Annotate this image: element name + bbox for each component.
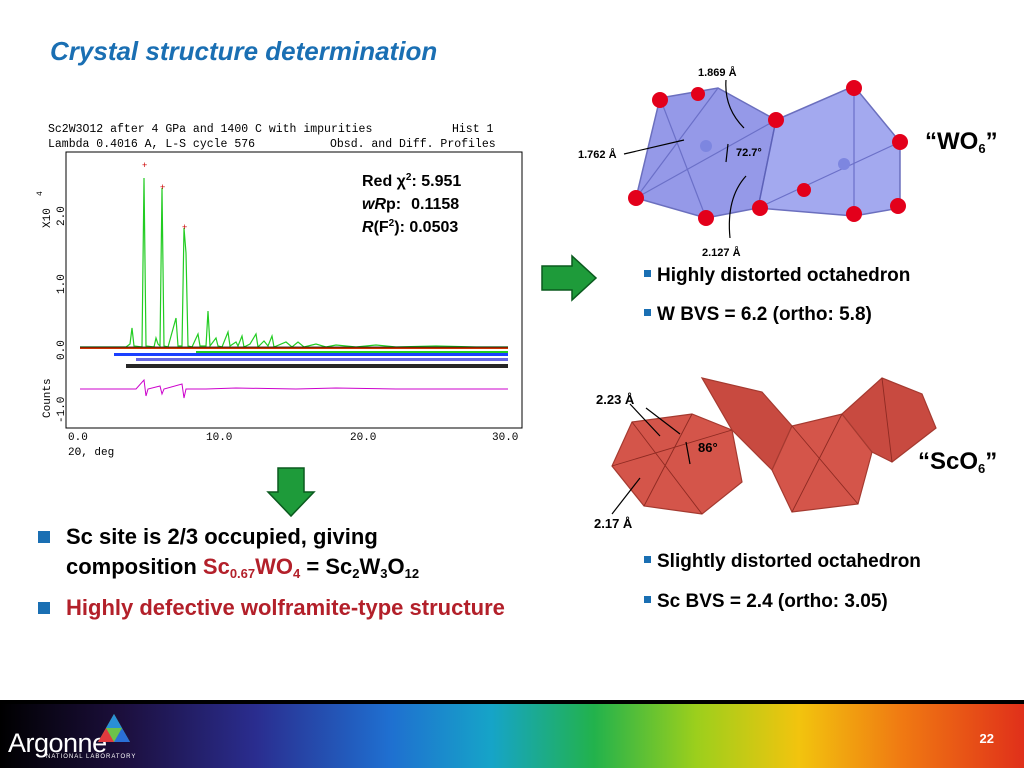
wo6-bond-2127: 2.127 Å bbox=[702, 246, 741, 258]
page-number: 22 bbox=[979, 731, 994, 746]
plot-ylabel-counts: Counts bbox=[42, 378, 54, 418]
bullet-square-icon bbox=[644, 309, 651, 316]
plot-header-profiles: Obsd. and Diff. Profiles bbox=[330, 138, 496, 151]
sco6-bond-217: 2.17 Å bbox=[594, 516, 633, 531]
footer-gradient-bar bbox=[0, 700, 1024, 768]
y-tick-label: 0.0 bbox=[56, 340, 68, 360]
x-tick-label: 30.0 bbox=[492, 432, 518, 444]
plot-xlabel: 2Θ, deg bbox=[68, 447, 114, 459]
wo6-octahedra-illustration: 1.869 Å 1.762 Å 72.7° 2.127 Å bbox=[578, 66, 908, 258]
sco6-angle: 86° bbox=[698, 440, 718, 455]
sco6-label: “ScO6” bbox=[918, 448, 998, 476]
argonne-logo-text: Argonne bbox=[8, 728, 107, 758]
plot-frame bbox=[65, 151, 523, 429]
wrp-stat: wRp: 0.1158 bbox=[362, 196, 459, 213]
red-chi2-stat: Red χ2: 5.951 bbox=[362, 172, 461, 190]
bullet-square-icon bbox=[644, 556, 651, 563]
bullet-defective-structure: Highly defective wolframite-type structu… bbox=[38, 593, 598, 623]
slide-title: Crystal structure determination bbox=[50, 36, 438, 66]
sco6-bullet-1: Slightly distorted octahedron bbox=[644, 551, 921, 573]
bullet-square-icon bbox=[644, 596, 651, 603]
plot-header-line1: Sc2W3O12 after 4 GPa and 1400 C with imp… bbox=[48, 123, 372, 136]
sco6-octahedra-illustration: 2.23 Å 86° 2.17 Å bbox=[594, 377, 937, 531]
sco6-bullet-2: Sc BVS = 2.4 (ortho: 3.05) bbox=[644, 591, 888, 613]
plot-ylabel-exp: 4 bbox=[36, 191, 45, 196]
argonne-triangle-logo-icon bbox=[98, 714, 130, 742]
peak-marker: + bbox=[160, 182, 165, 192]
bullet-occupancy: Sc site is 2/3 occupied, giving composit… bbox=[38, 522, 598, 589]
plot-header-hist: Hist 1 bbox=[452, 123, 494, 136]
rietveld-plot: Sc2W3O12 after 4 GPa and 1400 C with imp… bbox=[36, 123, 523, 459]
plot-ylabel-top: X10 bbox=[42, 208, 54, 228]
y-tick-label: 2.0 bbox=[56, 206, 68, 226]
r-f2-stat: R(F2): 0.0503 bbox=[362, 218, 458, 236]
y-tick-label: 1.0 bbox=[56, 274, 68, 294]
wo6-angle: 72.7° bbox=[736, 147, 762, 159]
sco6-bond-223: 2.23 Å bbox=[596, 392, 635, 407]
right-arrow-icon bbox=[541, 254, 598, 302]
wo6-label: “WO6” bbox=[925, 128, 998, 156]
wo6-bullet-1: Highly distorted octahedron bbox=[644, 265, 910, 287]
bullet-square-icon bbox=[38, 602, 50, 614]
y-tick-label: -1.0 bbox=[56, 397, 68, 423]
x-tick-label: 20.0 bbox=[350, 432, 376, 444]
peak-marker: + bbox=[142, 160, 147, 170]
reflection-ticks bbox=[114, 351, 508, 368]
wo6-bullet-2: W BVS = 6.2 (ortho: 5.8) bbox=[644, 304, 872, 326]
wo6-bond-1762: 1.762 Å bbox=[578, 148, 617, 161]
calc-profile bbox=[80, 177, 508, 349]
down-arrow-icon bbox=[266, 467, 316, 518]
bullet-square-icon bbox=[644, 270, 651, 277]
observed-profile bbox=[80, 177, 508, 349]
plot-header-line2: Lambda 0.4016 A, L-S cycle 576 bbox=[48, 138, 255, 151]
x-tick-label: 0.0 bbox=[68, 432, 88, 444]
wo6-bond-1869: 1.869 Å bbox=[698, 66, 737, 79]
argonne-logo-subtitle: NATIONAL LABORATORY bbox=[46, 754, 137, 760]
footer-divider bbox=[0, 700, 1024, 704]
difference-profile bbox=[80, 378, 508, 399]
left-bullet-list: Sc site is 2/3 occupied, giving composit… bbox=[38, 522, 598, 627]
x-tick-label: 10.0 bbox=[206, 432, 232, 444]
bullet-square-icon bbox=[38, 531, 50, 543]
peak-marker: + bbox=[182, 222, 187, 232]
